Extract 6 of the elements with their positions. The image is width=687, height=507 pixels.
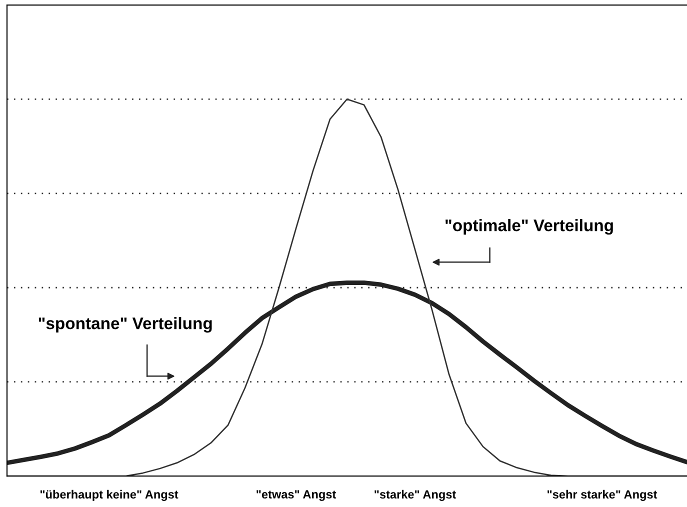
annotation: "optimale" Verteilung <box>446 219 613 235</box>
annotation: "spontane" Verteilung <box>38 317 212 333</box>
x-tick-label: "starke" Angst <box>374 490 456 501</box>
x-tick-label: "überhaupt keine" Angst <box>40 490 178 501</box>
x-tick-label: "etwas" Angst <box>256 490 336 501</box>
x-tick-label: "sehr starke" Angst <box>548 490 658 501</box>
